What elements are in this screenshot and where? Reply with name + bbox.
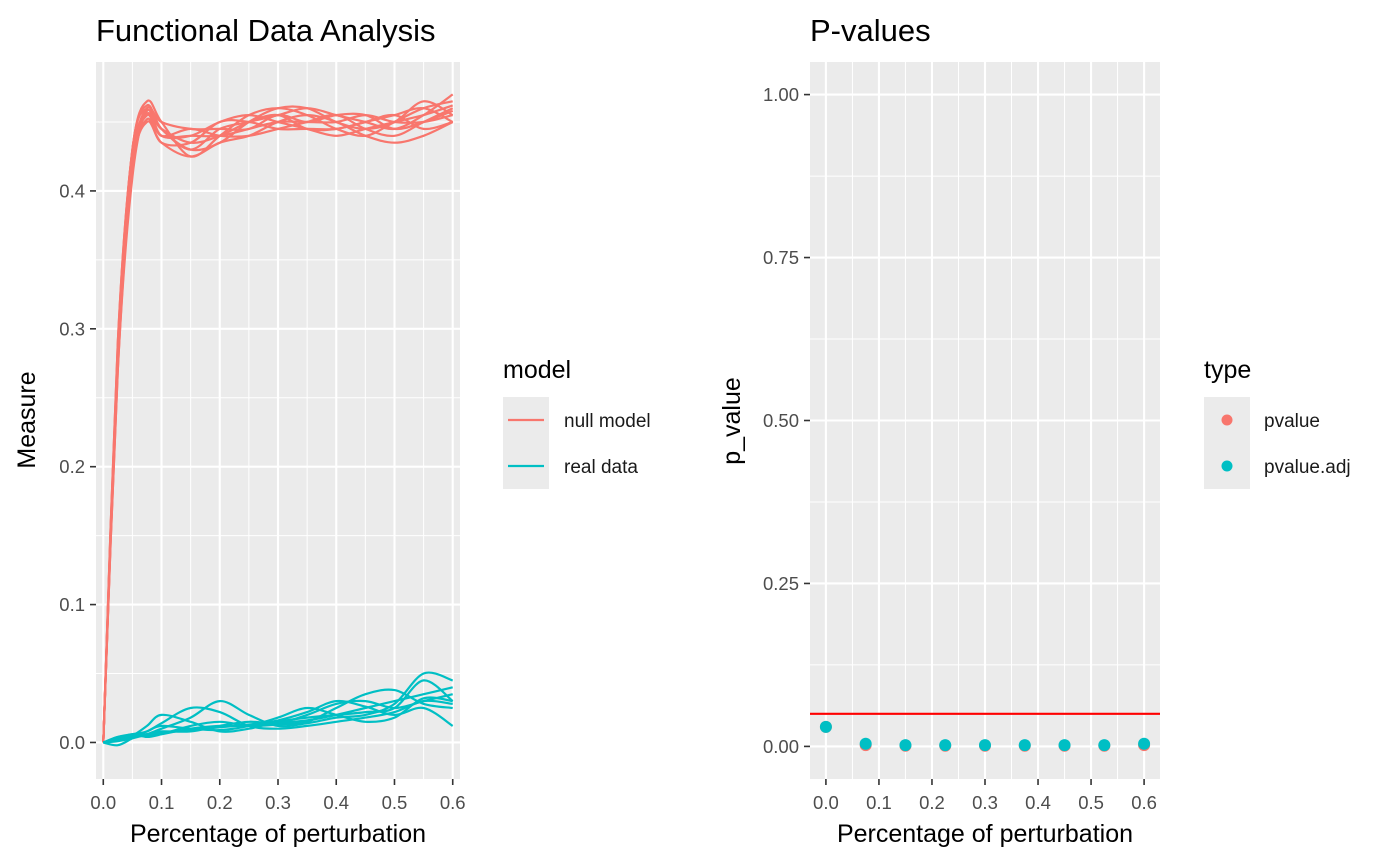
pvalue-adj-point [939, 739, 952, 752]
real-data-curve [103, 679, 454, 744]
right-y-tick-label: 0.25 [763, 573, 799, 594]
null-model-curve [102, 106, 454, 743]
left-x-tick-label: 0.4 [323, 792, 349, 813]
right-y-tick-label: 0.75 [763, 247, 799, 268]
right-x-tick-label: 0.1 [866, 792, 892, 813]
left-y-tick-label: 0.0 [59, 732, 85, 753]
left-x-tick-label: 0.1 [149, 792, 175, 813]
left-legend-title: model [503, 356, 571, 384]
left-y-axis-label: Measure [13, 371, 41, 468]
left-x-axis: 0.0 0.1 0.2 0.3 0.4 0.5 0.6 [90, 779, 466, 813]
right-x-axis: 0.0 0.1 0.2 0.3 0.4 0.5 0.6 [813, 779, 1157, 813]
right-x-tick-label: 0.5 [1078, 792, 1104, 813]
left-x-axis-label: Percentage of perturbation [130, 820, 426, 848]
left-legend-label-null-model: null model [564, 411, 651, 432]
left-y-tick-label: 0.2 [59, 456, 85, 477]
right-legend-key-pvalue [1221, 414, 1233, 426]
pvalue-adj-point [979, 739, 991, 752]
right-x-tick-label: 0.0 [813, 792, 839, 813]
left-series-lines [102, 93, 454, 747]
pvalue-adj-point [859, 737, 872, 750]
left-chart: Functional Data Analysis 0.0 0.1 0.2 0.3 0.4… [13, 13, 651, 848]
pvalue-adj-point [1098, 739, 1111, 752]
right-x-tick-label: 0.2 [919, 792, 945, 813]
left-y-tick-label: 0.1 [59, 594, 85, 615]
right-legend-key-pvalue-adj [1221, 460, 1233, 472]
right-series-points [819, 720, 1151, 752]
right-x-tick-label: 0.4 [1025, 792, 1051, 813]
right-y-tick-label: 0.50 [763, 410, 799, 431]
left-x-tick-label: 0.5 [382, 792, 408, 813]
left-legend-label-real-data: real data [564, 457, 638, 478]
left-x-tick-label: 0.6 [440, 792, 466, 813]
left-chart-title: Functional Data Analysis [96, 13, 435, 48]
right-legend-label-pvalue-adj: pvalue.adj [1264, 457, 1351, 478]
right-y-axis-label: p_value [718, 377, 746, 465]
left-y-axis: 0.0 0.1 0.2 0.3 0.4 [59, 180, 96, 753]
right-y-axis: 0.00 0.25 0.50 0.75 1.00 [763, 84, 810, 757]
left-x-tick-label: 0.0 [90, 792, 116, 813]
left-x-tick-label: 0.2 [207, 792, 233, 813]
right-legend: type pvalue pvalue.adj [1204, 356, 1351, 489]
left-x-tick-label: 0.3 [265, 792, 291, 813]
left-y-tick-label: 0.3 [59, 318, 85, 339]
left-y-tick-label: 0.4 [59, 180, 85, 201]
right-legend-title: type [1204, 356, 1251, 384]
pvalue-adj-point [899, 739, 912, 752]
right-x-axis-label: Percentage of perturbation [837, 820, 1133, 848]
pvalue-adj-point [1058, 739, 1071, 752]
pvalue-adj-point [819, 720, 832, 733]
right-y-tick-label: 0.00 [763, 736, 799, 757]
real-data-curve [102, 688, 453, 744]
right-x-tick-label: 0.6 [1131, 792, 1157, 813]
pvalue-adj-point [1018, 739, 1031, 752]
pvalue-adj-point [1138, 737, 1151, 750]
right-chart-title: P-values [810, 13, 931, 48]
left-legend: model null model real data [503, 356, 651, 489]
right-x-tick-label: 0.3 [972, 792, 998, 813]
right-legend-label-pvalue: pvalue [1264, 411, 1320, 432]
right-chart: P-values 0.000.250.500.751.00 0.0 0.1 0.2 0… [718, 13, 1351, 848]
right-y-tick-label: 1.00 [763, 84, 799, 105]
